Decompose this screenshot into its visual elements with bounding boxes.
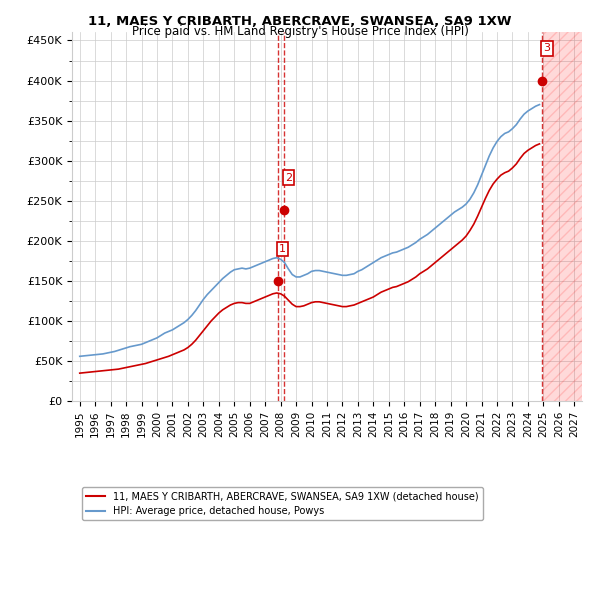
Text: 11, MAES Y CRIBARTH, ABERCRAVE, SWANSEA, SA9 1XW: 11, MAES Y CRIBARTH, ABERCRAVE, SWANSEA,…: [88, 15, 512, 28]
Text: Price paid vs. HM Land Registry's House Price Index (HPI): Price paid vs. HM Land Registry's House …: [131, 25, 469, 38]
Text: 3: 3: [544, 44, 550, 54]
Legend: 11, MAES Y CRIBARTH, ABERCRAVE, SWANSEA, SA9 1XW (detached house), HPI: Average : 11, MAES Y CRIBARTH, ABERCRAVE, SWANSEA,…: [82, 487, 482, 520]
Text: 2: 2: [285, 172, 292, 182]
Text: 1: 1: [279, 244, 286, 254]
Bar: [544, 32, 582, 401]
